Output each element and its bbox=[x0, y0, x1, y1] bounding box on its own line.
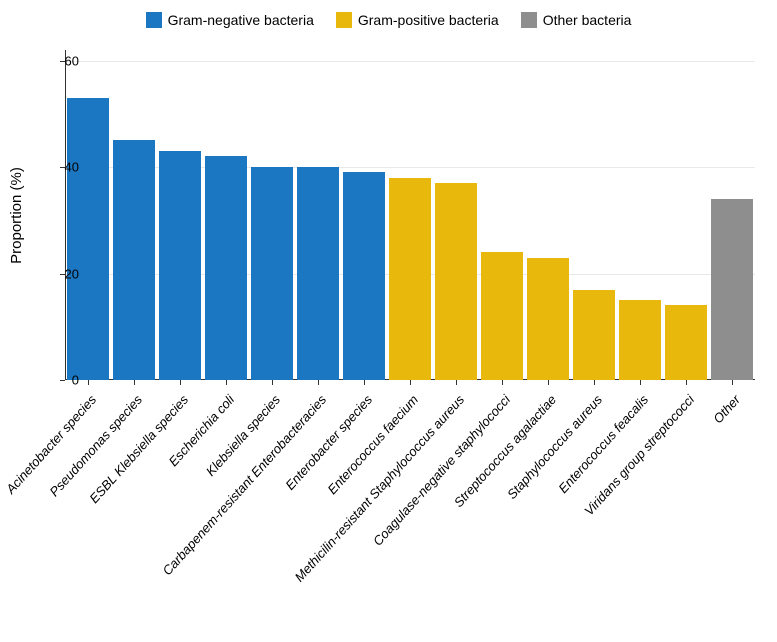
bar bbox=[435, 183, 478, 380]
x-tick-mark bbox=[548, 380, 549, 385]
x-tick-mark bbox=[134, 380, 135, 385]
x-tick-mark bbox=[456, 380, 457, 385]
x-tick-mark bbox=[502, 380, 503, 385]
legend-item: Gram-negative bacteria bbox=[146, 12, 314, 28]
bar bbox=[619, 300, 662, 380]
legend-label: Other bacteria bbox=[543, 12, 632, 28]
x-tick-label: Acinetobacter species bbox=[3, 392, 99, 497]
bar-slot bbox=[663, 50, 709, 380]
x-tick-mark bbox=[686, 380, 687, 385]
legend-swatch bbox=[336, 12, 352, 28]
bar-slot bbox=[65, 50, 111, 380]
bar-slot bbox=[341, 50, 387, 380]
x-tick-mark bbox=[226, 380, 227, 385]
bar bbox=[297, 167, 340, 380]
legend-label: Gram-positive bacteria bbox=[358, 12, 499, 28]
x-tick-label: Other bbox=[710, 392, 743, 426]
bar bbox=[665, 305, 708, 380]
bar-slot bbox=[571, 50, 617, 380]
bar-slot bbox=[387, 50, 433, 380]
y-tick-label: 40 bbox=[39, 160, 79, 175]
bar bbox=[711, 199, 754, 380]
bar-slot bbox=[525, 50, 571, 380]
bar bbox=[159, 151, 202, 380]
bar bbox=[527, 258, 570, 380]
bar bbox=[343, 172, 386, 380]
bar-slot bbox=[479, 50, 525, 380]
x-tick-mark bbox=[410, 380, 411, 385]
bar bbox=[389, 178, 432, 380]
bar bbox=[481, 252, 524, 380]
bars-group bbox=[65, 50, 755, 380]
y-tick-label: 0 bbox=[39, 373, 79, 388]
x-tick-mark bbox=[272, 380, 273, 385]
bar-slot bbox=[249, 50, 295, 380]
x-label-slot: Viridans group streptococci bbox=[663, 388, 709, 638]
x-tick-mark bbox=[180, 380, 181, 385]
y-axis-title: Proportion (%) bbox=[6, 50, 26, 380]
bar-slot bbox=[433, 50, 479, 380]
x-tick-mark bbox=[640, 380, 641, 385]
bar bbox=[67, 98, 110, 380]
legend-swatch bbox=[146, 12, 162, 28]
x-tick-mark bbox=[88, 380, 89, 385]
x-label-slot: Other bbox=[709, 388, 755, 638]
bar-slot bbox=[295, 50, 341, 380]
x-tick-mark bbox=[364, 380, 365, 385]
bar-slot bbox=[157, 50, 203, 380]
bar bbox=[251, 167, 294, 380]
plot-area bbox=[65, 50, 755, 380]
x-tick-mark bbox=[318, 380, 319, 385]
x-labels: Acinetobacter speciesPseudomonas species… bbox=[65, 388, 755, 638]
bar-slot bbox=[709, 50, 755, 380]
legend-item: Other bacteria bbox=[521, 12, 632, 28]
x-tick-mark bbox=[732, 380, 733, 385]
bar bbox=[573, 290, 616, 380]
bar bbox=[205, 156, 248, 380]
y-tick-label: 20 bbox=[39, 266, 79, 281]
x-tick-mark bbox=[594, 380, 595, 385]
legend: Gram-negative bacteria Gram-positive bact… bbox=[0, 12, 777, 28]
y-axis-title-text: Proportion (%) bbox=[8, 167, 25, 264]
bar-slot bbox=[111, 50, 157, 380]
bar-slot bbox=[617, 50, 663, 380]
y-tick-label: 60 bbox=[39, 53, 79, 68]
legend-swatch bbox=[521, 12, 537, 28]
bar-chart: Gram-negative bacteria Gram-positive bact… bbox=[0, 0, 777, 642]
bar-slot bbox=[203, 50, 249, 380]
legend-item: Gram-positive bacteria bbox=[336, 12, 499, 28]
bar bbox=[113, 140, 156, 380]
legend-label: Gram-negative bacteria bbox=[168, 12, 314, 28]
